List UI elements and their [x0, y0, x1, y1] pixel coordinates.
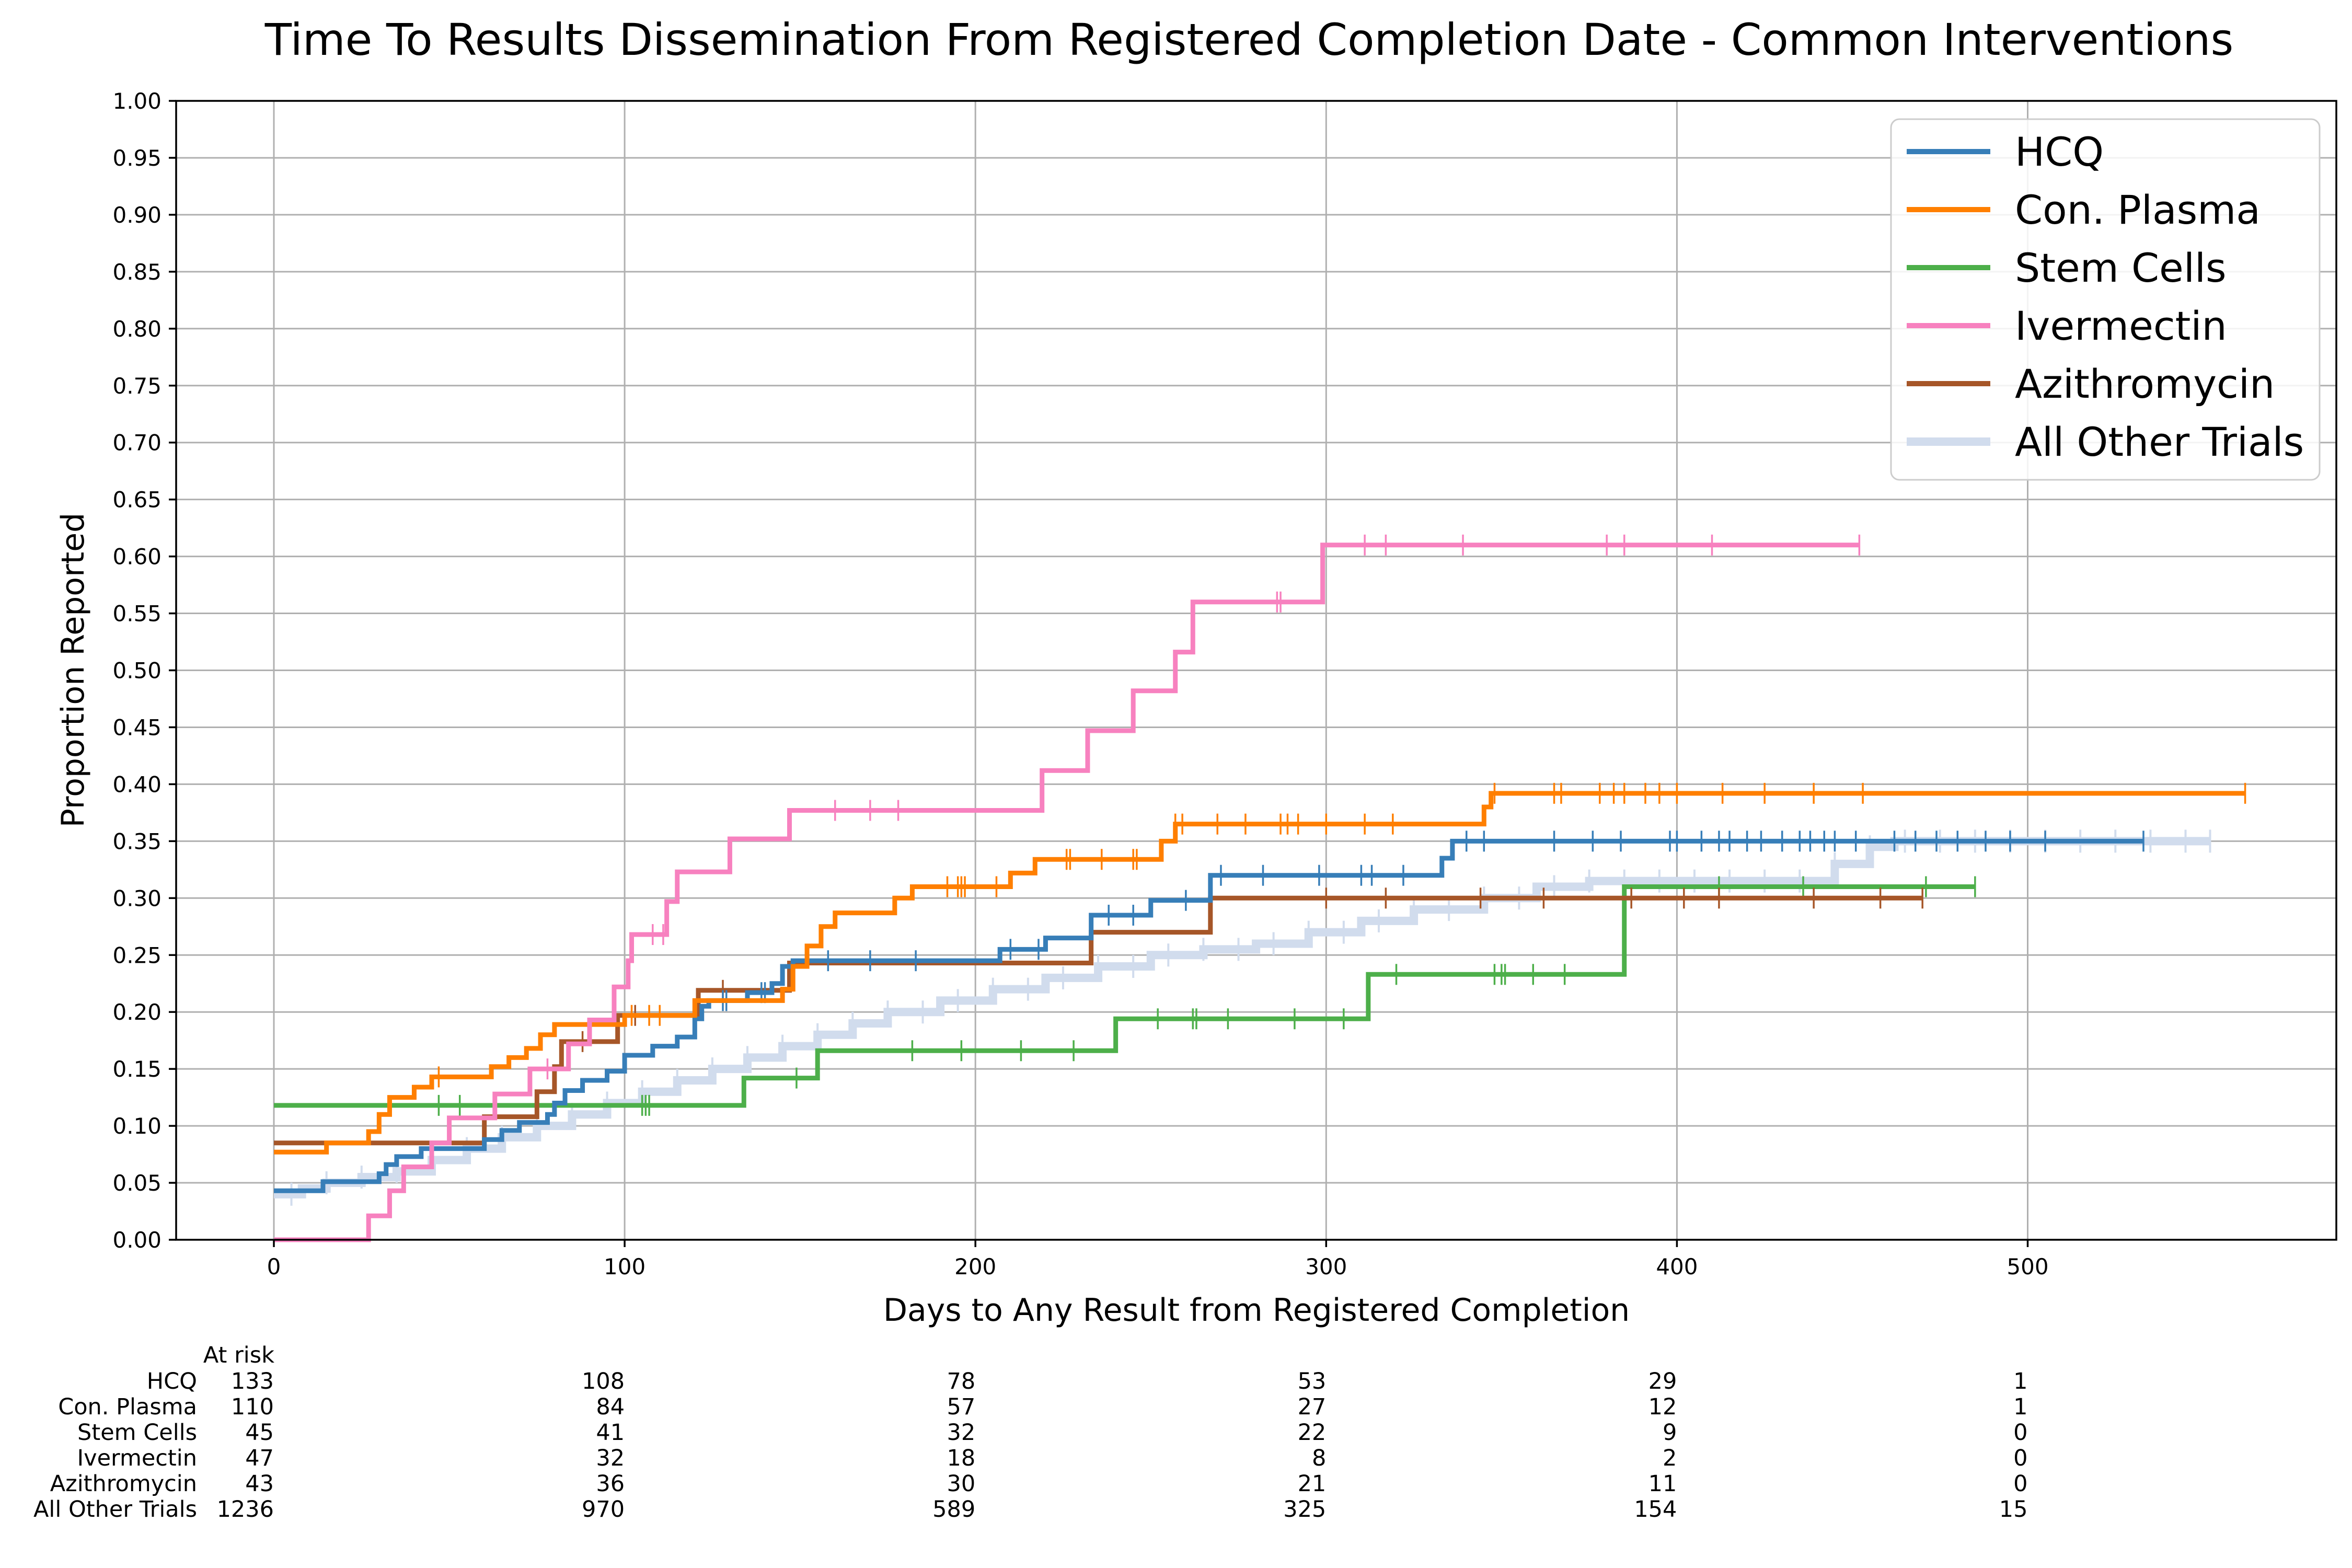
legend-label: Stem Cells [2015, 245, 2227, 291]
y-tick-label: 0.95 [112, 145, 162, 171]
at-risk-value: 0 [2013, 1445, 2027, 1471]
at-risk-value: 57 [947, 1394, 975, 1420]
at-risk-value: 27 [1298, 1394, 1327, 1420]
y-tick-label: 0.25 [112, 942, 162, 968]
x-tick-label: 200 [954, 1254, 996, 1279]
at-risk-value: 29 [1648, 1368, 1677, 1394]
y-tick-label: 0.60 [112, 544, 162, 570]
series-con-plasma [274, 782, 2246, 1155]
x-tick-label: 400 [1656, 1254, 1698, 1279]
y-axis-label: Proportion Reported [55, 513, 91, 828]
legend-label: All Other Trials [2015, 419, 2304, 465]
at-risk-value: 1 [2013, 1394, 2027, 1420]
at-risk-value: 30 [947, 1471, 975, 1497]
step-line [274, 884, 1975, 1108]
y-tick-label: 0.00 [112, 1227, 162, 1253]
y-tick-label: 0.55 [112, 601, 162, 627]
y-tick-label: 0.75 [112, 373, 162, 399]
at-risk-value: 11 [1648, 1471, 1677, 1497]
y-tick-label: 0.20 [112, 999, 162, 1025]
x-axis-label: Days to Any Result from Registered Compl… [883, 1292, 1630, 1329]
series-lines [274, 534, 2246, 1242]
y-tick-label: 0.40 [112, 771, 162, 797]
at-risk-value: 36 [596, 1471, 625, 1497]
legend-label: Con. Plasma [2015, 187, 2261, 233]
at-risk-value: 15 [1999, 1496, 2028, 1523]
at-risk-value: 22 [1298, 1420, 1327, 1446]
at-risk-value: 970 [582, 1496, 625, 1523]
at-risk-value: 21 [1298, 1471, 1327, 1497]
at-risk-header: At risk [203, 1342, 274, 1368]
y-tick-label: 0.05 [112, 1170, 162, 1196]
legend-box [1890, 118, 2321, 481]
x-tick-label: 300 [1305, 1254, 1347, 1279]
x-tick-label: 0 [267, 1254, 281, 1279]
x-axis-ticks: 0 100 200 300 400 500 [267, 1240, 2049, 1279]
at-risk-value: 154 [1634, 1496, 1677, 1523]
chart-title: Time To Results Dissemination From Regis… [264, 14, 2233, 65]
at-risk-value: 1 [2013, 1368, 2027, 1394]
y-tick-label: 1.00 [112, 88, 162, 114]
series-ivermectin [274, 534, 1861, 1242]
y-tick-label: 0.50 [112, 658, 162, 684]
y-tick-label: 0.10 [112, 1113, 162, 1139]
at-risk-value: 589 [932, 1496, 975, 1523]
y-axis-ticks: 0.00 0.05 0.10 0.15 0.20 0.25 0.30 0.35 0.40 0.45… [112, 88, 176, 1253]
series-stem-cells [274, 876, 1976, 1116]
at-risk-value: 325 [1283, 1496, 1326, 1523]
legend-label: Azithromycin [2015, 361, 2275, 407]
at-risk-row-label: HCQ [147, 1368, 197, 1394]
at-risk-value: 8 [1312, 1445, 1326, 1471]
at-risk-row-label: Ivermectin [77, 1445, 197, 1471]
at-risk-value: 32 [947, 1420, 975, 1446]
y-tick-label: 0.80 [112, 316, 162, 342]
y-tick-label: 0.65 [112, 487, 162, 513]
x-tick-label: 500 [2007, 1254, 2048, 1279]
y-tick-label: 0.30 [112, 885, 162, 911]
at-risk-value: 133 [231, 1368, 274, 1394]
at-risk-value: 41 [596, 1420, 625, 1446]
step-line [274, 543, 1860, 1242]
legend: HCQ Con. Plasma Stem Cells Ivermectin Azithr… [1890, 118, 2321, 481]
at-risk-value: 53 [1298, 1368, 1327, 1394]
at-risk-value: 1236 [217, 1496, 274, 1523]
at-risk-value: 12 [1648, 1394, 1677, 1420]
at-risk-value: 47 [245, 1445, 274, 1471]
at-risk-value: 84 [596, 1394, 625, 1420]
y-tick-label: 0.45 [112, 714, 162, 740]
at-risk-value: 18 [947, 1445, 975, 1471]
legend-label: HCQ [2015, 129, 2104, 175]
at-risk-value: 110 [231, 1394, 274, 1420]
at-risk-value: 0 [2013, 1420, 2027, 1446]
at-risk-row-label: Con. Plasma [58, 1394, 197, 1420]
y-tick-label: 0.70 [112, 430, 162, 456]
legend-label: Ivermectin [2015, 303, 2227, 349]
at-risk-row-label: Azithromycin [50, 1471, 197, 1497]
at-risk-value: 0 [2013, 1471, 2027, 1497]
at-risk-row-label: All Other Trials [33, 1496, 197, 1523]
at-risk-value: 2 [1663, 1445, 1677, 1471]
at-risk-row-label: Stem Cells [77, 1420, 197, 1446]
y-tick-label: 0.35 [112, 828, 162, 854]
y-tick-label: 0.90 [112, 202, 162, 228]
y-tick-label: 0.15 [112, 1056, 162, 1082]
at-risk-value: 78 [947, 1368, 975, 1394]
at-risk-value: 43 [245, 1471, 274, 1497]
at-risk-value: 9 [1663, 1420, 1677, 1446]
y-tick-label: 0.85 [112, 259, 162, 285]
at-risk-value: 32 [596, 1445, 625, 1471]
at-risk-value: 108 [582, 1368, 625, 1394]
at-risk-value: 45 [245, 1420, 274, 1446]
x-tick-label: 100 [604, 1254, 645, 1279]
step-line [274, 791, 2245, 1155]
